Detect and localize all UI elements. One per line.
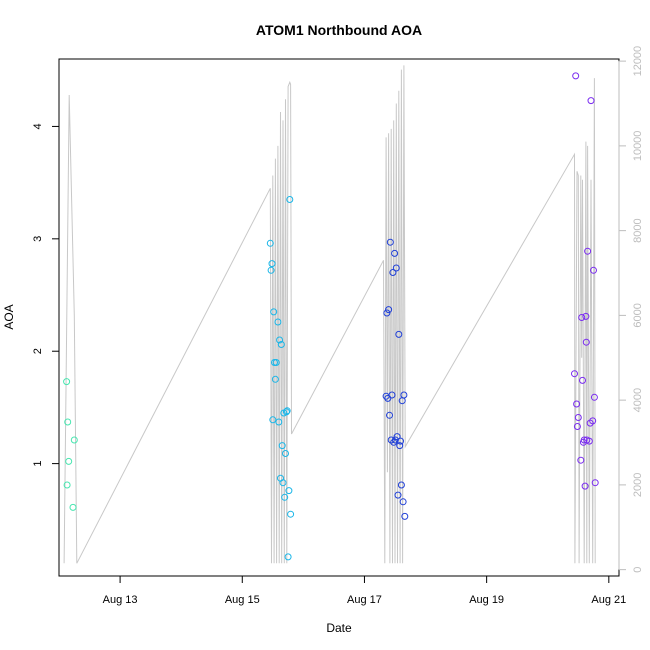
y-right-tick-label: 6000 — [632, 303, 644, 327]
data-point — [267, 266, 275, 274]
y-right-tick-label: 0 — [632, 567, 644, 573]
points-layer — [63, 72, 599, 561]
data-point — [391, 436, 399, 444]
data-point — [584, 247, 592, 255]
y-right-tick-label: 2000 — [632, 473, 644, 497]
y-right-tick-label: 12000 — [632, 46, 644, 77]
data-point — [272, 359, 280, 366]
data-point — [383, 309, 391, 317]
data-point — [64, 418, 72, 426]
data-point — [274, 318, 282, 326]
data-point — [284, 553, 292, 561]
data-point — [271, 375, 279, 383]
data-point — [591, 479, 599, 487]
data-point — [585, 437, 593, 445]
y-right-tick-label: 8000 — [632, 218, 644, 242]
y-left-tick-label: 3 — [32, 236, 44, 242]
y-axis-left: 1 2 3 4 — [32, 123, 60, 467]
data-point — [275, 418, 283, 426]
y-axis-right: 0 2000 4000 6000 8000 10000 12000 — [618, 46, 644, 573]
data-point — [281, 493, 289, 501]
data-point — [579, 376, 586, 384]
data-point — [400, 391, 408, 399]
plot-frame — [58, 58, 620, 577]
data-point — [577, 456, 585, 464]
data-point — [279, 479, 287, 487]
data-point — [587, 97, 595, 105]
data-point — [396, 442, 404, 450]
data-point — [283, 407, 291, 415]
data-point — [65, 457, 73, 465]
data-point — [63, 378, 71, 386]
data-point — [277, 341, 285, 348]
data-point — [572, 72, 580, 80]
data-point — [63, 481, 71, 489]
data-point — [388, 391, 396, 399]
y-left-tick-label: 2 — [32, 348, 44, 354]
data-point — [397, 437, 404, 445]
data-point — [384, 394, 392, 402]
x-tick-label: Aug 21 — [591, 594, 626, 606]
data-point — [392, 264, 400, 272]
data-point — [286, 196, 294, 203]
data-point — [580, 436, 588, 444]
x-tick-label: Aug 19 — [469, 594, 504, 606]
data-point — [581, 482, 589, 490]
x-axis-label: Date — [326, 621, 352, 635]
data-point — [571, 370, 578, 378]
x-tick-label: Aug 13 — [103, 594, 138, 606]
data-point — [582, 312, 590, 320]
y-right-tick-label: 4000 — [632, 388, 644, 412]
x-tick-label: Aug 17 — [347, 594, 382, 606]
chart-title: ATOM1 Northbound AOA — [256, 22, 422, 38]
data-point — [282, 408, 290, 416]
data-point — [573, 400, 581, 408]
data-point — [582, 338, 590, 346]
data-point — [276, 336, 284, 344]
background-line-layer — [63, 65, 596, 564]
data-point — [287, 510, 295, 518]
data-point — [573, 423, 581, 430]
y-axis-label: AOA — [2, 304, 16, 329]
data-point — [70, 436, 78, 444]
y-right-tick-label: 10000 — [632, 131, 644, 162]
data-point — [278, 442, 286, 450]
data-point — [69, 503, 77, 511]
data-point — [389, 269, 397, 276]
background-series-line — [63, 65, 596, 564]
data-point — [282, 450, 289, 457]
data-point — [401, 512, 409, 520]
data-point — [590, 393, 598, 401]
data-point — [270, 308, 278, 316]
data-point — [386, 411, 393, 419]
data-point — [269, 416, 277, 424]
data-point — [268, 260, 276, 268]
data-point — [266, 239, 274, 247]
data-point — [590, 266, 597, 274]
x-axis: Aug 13 Aug 15 Aug 17 Aug 19 Aug 21 — [103, 575, 626, 606]
data-point — [395, 330, 403, 338]
data-point — [574, 414, 582, 421]
data-point — [399, 498, 407, 506]
data-point — [397, 481, 405, 489]
y-left-tick-label: 1 — [32, 461, 44, 467]
y-left-tick-label: 4 — [32, 123, 44, 129]
data-point — [589, 417, 597, 425]
data-point — [394, 491, 402, 499]
data-point — [391, 249, 399, 257]
data-point — [393, 433, 401, 441]
x-tick-label: Aug 15 — [225, 594, 260, 606]
data-point — [578, 314, 586, 321]
data-point — [385, 306, 393, 314]
data-point — [285, 487, 293, 495]
data-point — [386, 238, 394, 246]
